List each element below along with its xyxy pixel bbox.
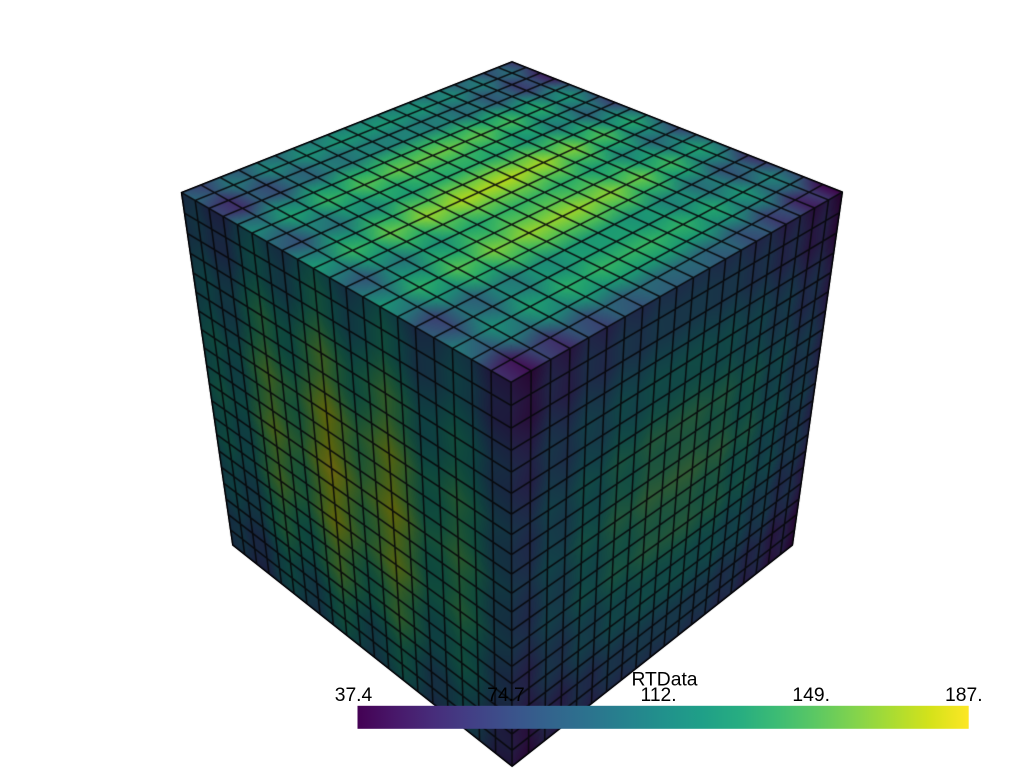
svg-text:149.: 149. (792, 685, 830, 706)
svg-text:74.7: 74.7 (487, 685, 525, 706)
svg-text:37.4: 37.4 (335, 685, 373, 706)
svg-text:187.: 187. (945, 685, 983, 706)
svg-text:112.: 112. (641, 685, 677, 706)
svg-text:RTData: RTData (631, 669, 697, 690)
